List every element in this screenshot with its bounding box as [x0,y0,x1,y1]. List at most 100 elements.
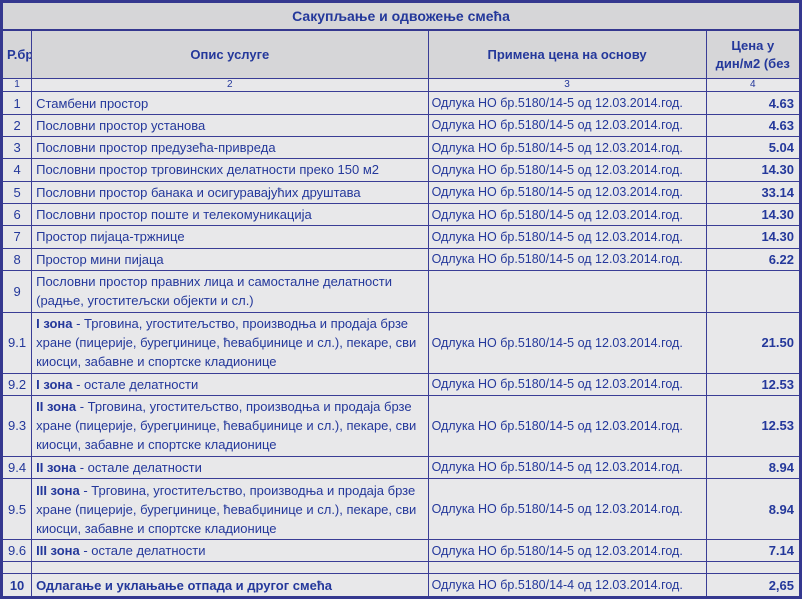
row-number: 3 [0,135,33,160]
price-basis: Одлука НО бр.5180/14-5 од 12.03.2014.год… [427,247,707,271]
service-description: Пословни простор банака и осигуравајућих… [31,180,429,204]
column-header-basis: Примена цена на основу [427,29,707,80]
spacer-cell [31,561,429,575]
price-value: 12.53 [705,372,802,396]
price-basis: Одлука НО бр.5180/14-4 од 12.03.2014.год… [427,573,707,598]
price-basis: Одлука НО бр.5180/14-5 од 12.03.2014.год… [427,225,707,249]
service-description: Одлагање и уклањање отпада и другог смећ… [31,573,429,598]
service-description: III зона - остале делатности [31,538,429,563]
row-number: 4 [0,158,33,182]
price-value: 2,65 [705,573,802,598]
description-text: - Трговина, угоститељство, производња и … [36,482,417,536]
description-text: - Трговина, угоститељство, производња и … [36,316,417,370]
price-header-line1: Цена у [731,37,775,53]
price-value: 4.63 [705,113,802,138]
row-number: 9.5 [0,478,33,540]
service-description: I зона - Трговина, угоститељство, произв… [31,311,429,374]
description-text: Простор пијаца-тржнице [36,229,185,245]
price-basis: Одлука НО бр.5180/14-5 од 12.03.2014.год… [427,91,707,115]
description-text: Одлагање и уклањање отпада и другог смећ… [36,577,332,593]
description-text: Стамбени простор [36,95,149,111]
price-basis: Одлука НО бр.5180/14-5 од 12.03.2014.год… [427,538,707,563]
description-text: Пословни простор правних лица и самостал… [36,274,392,309]
description-text: Пословни простор поште и телекомуникациј… [36,207,312,223]
row-number: 1 [0,91,33,115]
service-description: Пословни простор трговинских делатности … [31,158,429,182]
service-description: II зона - остале делатности [31,455,429,480]
price-value [705,269,802,313]
table-title: Сакупљање и одвожење смећа [1,0,801,31]
description-text: Простор мини пијаца [36,251,164,267]
price-basis: Одлука НО бр.5180/14-5 од 12.03.2014.год… [427,202,707,227]
price-value: 14.30 [705,158,802,182]
price-value: 33.14 [705,180,802,204]
price-basis: Одлука НО бр.5180/14-5 од 12.03.2014.год… [427,372,707,396]
price-basis: Одлука НО бр.5180/14-5 од 12.03.2014.год… [427,113,707,138]
column-number-3: 3 [427,78,707,93]
column-header-num: Р.бр [0,29,33,80]
table-row: 6 Пословни простор поште и телекомуникац… [0,202,802,227]
description-text: - Трговина, угоститељство, производња и … [36,399,417,453]
table-row: 9.1 I зона - Трговина, угоститељство, пр… [0,311,802,374]
service-description: Простор пијаца-тржнице [31,225,429,249]
table-row: 9.4 II зона - остале делатности Одлука Н… [0,455,802,480]
description-text: - остале делатности [72,376,199,392]
table-row: 2 Пословни простор установа Одлука НО бр… [0,113,802,138]
service-description: Простор мини пијаца [31,247,429,271]
price-value: 7.14 [705,538,802,563]
spacer-cell [705,561,802,575]
column-number-4: 4 [705,78,802,93]
column-number-2: 2 [31,78,429,93]
spacer-cell [427,561,707,575]
zone-label: I зона [36,316,73,332]
price-basis [427,269,707,313]
service-description: Пословни простор поште и телекомуникациј… [31,202,429,227]
price-value: 6.22 [705,247,802,271]
table-row: 9.5 III зона - Трговина, угоститељство, … [0,478,802,540]
service-description: Пословни простор правних лица и самостал… [31,269,429,313]
row-number: 8 [0,247,33,271]
price-value: 14.30 [705,202,802,227]
row-number: 6 [0,202,33,227]
table-row: 8 Простор мини пијаца Одлука НО бр.5180/… [0,247,802,271]
zone-label: III зона [36,482,80,498]
price-value: 14.30 [705,225,802,249]
price-value: 8.94 [705,455,802,480]
table-row: 3 Пословни простор предузећа-привреда Од… [0,135,802,160]
description-text: - остале делатности [76,459,202,475]
description-text: Пословни простор банака и осигуравајућих… [36,184,361,200]
table-row: 10 Одлагање и уклањање отпада и другог с… [0,573,802,598]
description-text: Пословни простор установа [36,117,206,133]
description-text: Пословни простор трговинских делатности … [36,162,380,178]
row-number: 2 [0,113,33,138]
zone-label: II зона [36,459,77,475]
row-number: 9 [0,269,33,313]
price-basis: Одлука НО бр.5180/14-5 од 12.03.2014.год… [427,478,707,540]
service-description: Пословни простор установа [31,113,429,138]
table-row: 1 Стамбени простор Одлука НО бр.5180/14-… [0,91,802,115]
column-header-description: Опис услуге [31,29,429,80]
spacer-cell [0,561,33,575]
service-description: Пословни простор предузећа-привреда [31,135,429,160]
price-basis: Одлука НО бр.5180/14-5 од 12.03.2014.год… [427,311,707,374]
table-title-row: Сакупљање и одвожење смећа [1,0,801,31]
table-row: 9.3 II зона - Трговина, угоститељство, п… [0,394,802,457]
row-number: 9.1 [0,311,33,374]
row-number: 9.4 [0,455,33,480]
row-number: 10 [0,573,33,598]
price-basis: Одлука НО бр.5180/14-5 од 12.03.2014.год… [427,158,707,182]
price-value: 12.53 [705,394,802,457]
price-value: 8.94 [705,478,802,540]
table-row: 9 Пословни простор правних лица и самост… [0,269,802,313]
price-value: 5.04 [705,135,802,160]
table-row: 7 Простор пијаца-тржнице Одлука НО бр.51… [0,225,802,249]
zone-label: I зона [36,376,73,392]
price-value: 4.63 [705,91,802,115]
spacer-row [0,561,802,575]
price-basis: Одлука НО бр.5180/14-5 од 12.03.2014.год… [427,455,707,480]
zone-label: II зона [36,399,77,415]
service-description: Стамбени простор [31,91,429,115]
row-number: 9.2 [0,372,33,396]
